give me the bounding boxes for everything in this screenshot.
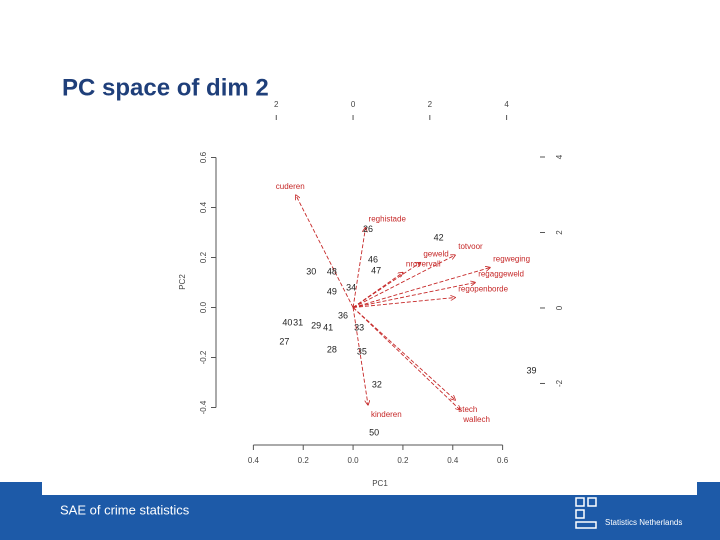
loading-arrow — [352, 283, 475, 308]
loading-arrow — [296, 195, 354, 308]
observation-label: 32 — [372, 379, 382, 389]
observation-label: 27 — [279, 336, 289, 346]
x-axis-label: PC1 — [372, 479, 388, 488]
y2-tick-label: -2 — [555, 379, 564, 387]
observation-label: 42 — [434, 233, 444, 243]
observation-label: 41 — [323, 322, 333, 332]
observation-label: 36 — [338, 310, 348, 320]
y2-tick-label: 0 — [555, 305, 564, 310]
observation-label: 30 — [306, 266, 316, 276]
x2-tick-label: 4 — [504, 100, 509, 109]
variable-label: kinderen — [371, 410, 402, 419]
footer-strip — [42, 482, 697, 495]
y-tick-label: -0.4 — [199, 400, 208, 414]
y-tick-label: 0.4 — [199, 201, 208, 213]
slide-title: PC space of dim 2 — [62, 74, 269, 101]
y-tick-label: 0.2 — [199, 251, 208, 263]
variable-label: wallech — [462, 415, 490, 424]
observation-label: 28 — [327, 344, 337, 354]
x-tick-label: 0.6 — [497, 456, 509, 465]
observation-label: 40 — [282, 317, 292, 327]
variable-label: regweging — [493, 255, 530, 264]
y-tick-label: 0.0 — [199, 301, 208, 313]
variable-label: reghistade — [369, 215, 407, 224]
loading-arrow — [352, 273, 403, 308]
loading-arrow — [352, 228, 365, 308]
logo — [575, 497, 597, 529]
y2-tick-label: 4 — [555, 154, 564, 159]
variable-label: geweld — [423, 250, 448, 259]
variable-label: regaggeweld — [478, 270, 524, 279]
observation-label: 46 — [368, 254, 378, 264]
loading-arrow — [352, 307, 455, 401]
x-tick-label: 0.4 — [248, 456, 260, 465]
observation-label: 39 — [527, 365, 537, 375]
y-tick-label: -0.2 — [199, 350, 208, 364]
observation-label: 34 — [346, 282, 356, 292]
footer-text: SAE of crime statistics — [60, 502, 190, 517]
loading-arrow — [352, 263, 420, 308]
x-tick-label: 0.2 — [397, 456, 409, 465]
observation-label: 48 — [327, 266, 337, 276]
variable-label: regopenborde — [458, 285, 508, 294]
observation-label: 33 — [354, 322, 364, 332]
observation-label: 49 — [327, 287, 337, 297]
observation-label: 35 — [357, 347, 367, 357]
y2-tick-label: 2 — [555, 230, 564, 235]
observation-label: 26 — [363, 224, 373, 234]
loading-arrow — [352, 307, 368, 406]
x-tick-label: 0.0 — [348, 456, 360, 465]
x2-tick-label: 2 — [428, 100, 433, 109]
logo-text: Statistics Netherlands — [605, 518, 682, 527]
x2-tick-label: 2 — [274, 100, 279, 109]
observation-label: 31 — [293, 317, 303, 327]
variable-label: nrovervall — [406, 260, 441, 269]
variable-label: cuderen — [276, 182, 305, 191]
observation-label: 50 — [369, 427, 379, 437]
observation-label: 29 — [311, 320, 321, 330]
loading-arrow — [352, 255, 455, 308]
loading-arrow — [352, 307, 460, 411]
x-tick-label: 0.4 — [447, 456, 459, 465]
x-tick-label: 0.2 — [298, 456, 310, 465]
variable-label: totvoor — [458, 242, 483, 251]
loading-arrow — [353, 298, 455, 308]
y-tick-label: 0.6 — [199, 151, 208, 163]
observation-label: 47 — [371, 265, 381, 275]
x2-tick-label: 0 — [351, 100, 356, 109]
y-axis-label: PC2 — [178, 274, 187, 290]
variable-label: stech — [458, 405, 477, 414]
